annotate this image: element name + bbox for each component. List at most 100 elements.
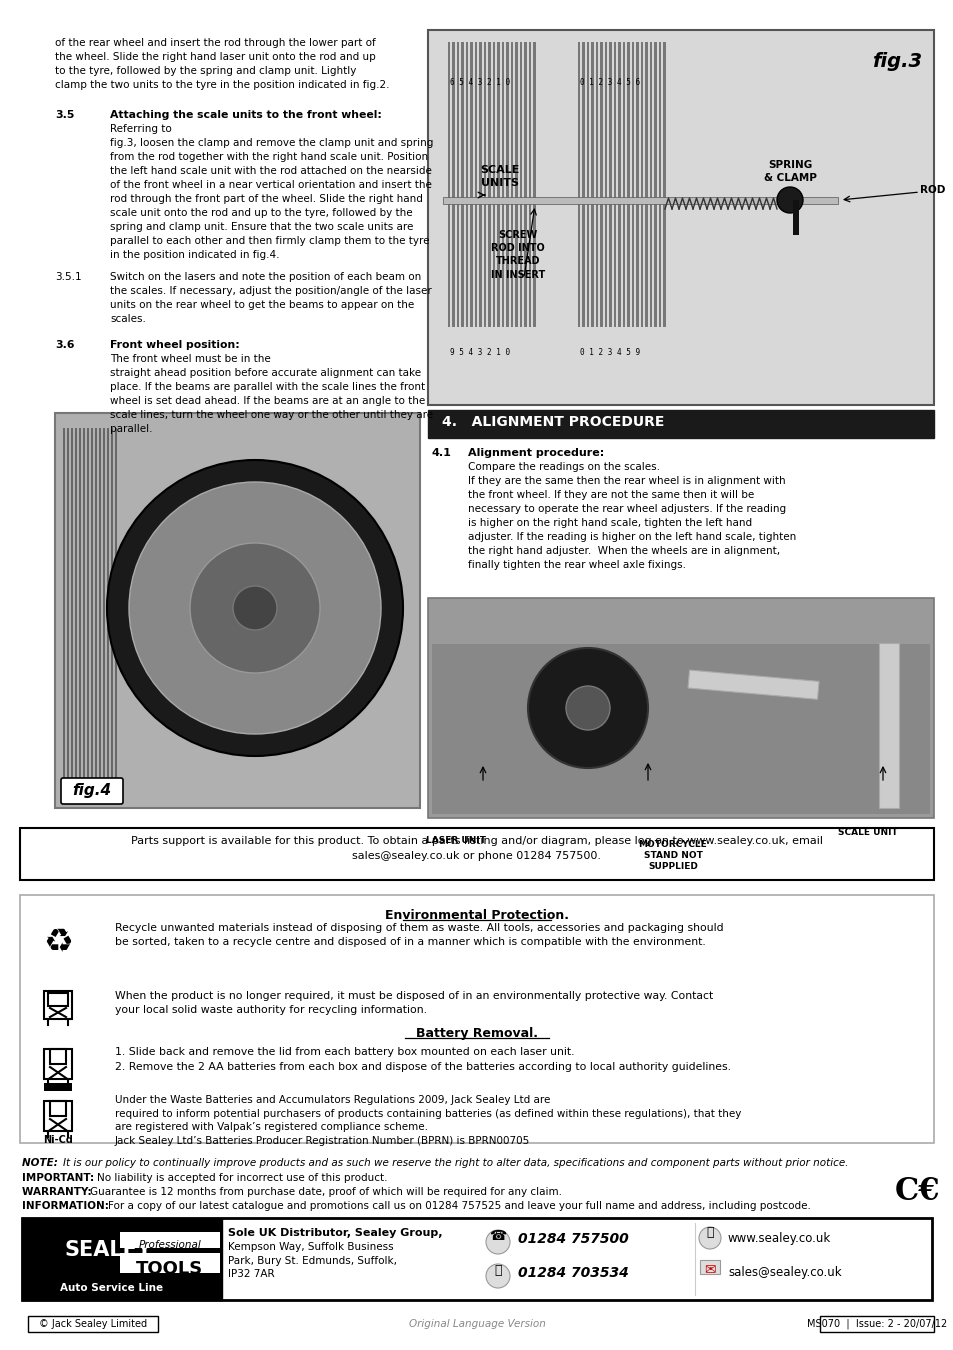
Text: Kempson Way, Suffolk Business
Park, Bury St. Edmunds, Suffolk,
IP32 7AR: Kempson Way, Suffolk Business Park, Bury…: [228, 1242, 396, 1280]
Text: © Jack Sealey Limited: © Jack Sealey Limited: [39, 1319, 147, 1328]
Text: 9 5 4 3 2 1 0: 9 5 4 3 2 1 0: [450, 348, 510, 356]
Bar: [452, 42, 455, 327]
Bar: [103, 428, 105, 792]
Bar: [67, 428, 69, 792]
Bar: [596, 42, 598, 327]
Bar: [792, 200, 799, 235]
Text: SCALE UNIT: SCALE UNIT: [838, 828, 897, 837]
Circle shape: [776, 188, 802, 213]
Text: TOOLS: TOOLS: [136, 1260, 203, 1278]
Bar: [28, 1316, 158, 1332]
Bar: [20, 895, 933, 1143]
Text: 📠: 📠: [494, 1264, 501, 1277]
Bar: [428, 598, 933, 818]
Bar: [533, 42, 536, 327]
Bar: [95, 428, 97, 792]
Text: Recycle unwanted materials instead of disposing of them as waste. All tools, acc: Recycle unwanted materials instead of di…: [115, 923, 723, 946]
Text: 3.5.1: 3.5.1: [55, 271, 82, 282]
Bar: [75, 428, 77, 792]
Text: Professional: Professional: [138, 1241, 201, 1250]
Bar: [662, 42, 665, 327]
Text: fig.3: fig.3: [871, 53, 921, 72]
Bar: [591, 42, 594, 327]
Bar: [456, 42, 459, 327]
Bar: [44, 1049, 71, 1079]
Text: MOTORCYCLE
STAND NOT
SUPPLIED: MOTORCYCLE STAND NOT SUPPLIED: [638, 840, 706, 871]
Text: Guarantee is 12 months from purchase date, proof of which will be required for a: Guarantee is 12 months from purchase dat…: [90, 1187, 561, 1197]
Bar: [493, 42, 495, 327]
Text: Referring to
fig.3, loosen the clamp and remove the clamp unit and spring
from t: Referring to fig.3, loosen the clamp and…: [110, 124, 433, 261]
Text: No liability is accepted for incorrect use of this product.: No liability is accepted for incorrect u…: [97, 1173, 387, 1183]
Bar: [582, 42, 584, 327]
Text: LASER UNIT: LASER UNIT: [426, 836, 485, 845]
Text: ✉: ✉: [703, 1264, 715, 1277]
Text: of the rear wheel and insert the rod through the lower part of
the wheel. Slide : of the rear wheel and insert the rod thr…: [55, 38, 389, 90]
Text: MS070  |  Issue: 2 - 20/07/12: MS070 | Issue: 2 - 20/07/12: [806, 1319, 946, 1330]
Bar: [48, 994, 68, 1006]
Bar: [44, 991, 71, 1019]
Text: For a copy of our latest catalogue and promotions call us on 01284 757525 and le: For a copy of our latest catalogue and p…: [108, 1202, 810, 1211]
Bar: [470, 42, 473, 327]
Text: Sole UK Distributor, Sealey Group,: Sole UK Distributor, Sealey Group,: [228, 1228, 442, 1238]
Text: www.sealey.co.uk: www.sealey.co.uk: [727, 1233, 830, 1245]
Bar: [618, 42, 620, 327]
Bar: [645, 42, 647, 327]
Text: It is our policy to continually improve products and as such we reserve the righ: It is our policy to continually improve …: [63, 1158, 847, 1168]
Text: 3.6: 3.6: [55, 340, 74, 350]
Bar: [878, 643, 898, 809]
Text: ☎: ☎: [489, 1228, 506, 1243]
Text: Environmental Protection.: Environmental Protection.: [385, 909, 568, 922]
Text: 2. Remove the 2 AA batteries from each box and dispose of the batteries accordin: 2. Remove the 2 AA batteries from each b…: [115, 1062, 730, 1072]
Circle shape: [527, 648, 647, 768]
Text: fig.4: fig.4: [72, 783, 112, 798]
Text: Front wheel position:: Front wheel position:: [110, 340, 239, 350]
Text: SCREW
ROD INTO
THREAD
IN INSERT: SCREW ROD INTO THREAD IN INSERT: [491, 230, 544, 279]
Bar: [428, 410, 933, 437]
Bar: [432, 644, 929, 814]
Circle shape: [107, 460, 402, 756]
Text: NOTE:: NOTE:: [22, 1158, 61, 1168]
Bar: [20, 828, 933, 880]
Text: Original Language Version: Original Language Version: [408, 1319, 545, 1328]
Bar: [506, 42, 509, 327]
Bar: [44, 1083, 71, 1091]
Bar: [622, 42, 625, 327]
Bar: [659, 42, 660, 327]
Bar: [599, 42, 602, 327]
Text: Battery Removal.: Battery Removal.: [416, 1027, 537, 1040]
Circle shape: [565, 686, 609, 730]
Bar: [604, 42, 607, 327]
Bar: [428, 30, 933, 405]
Bar: [614, 42, 616, 327]
Circle shape: [485, 1230, 510, 1254]
Bar: [79, 428, 81, 792]
Bar: [99, 428, 101, 792]
Text: The front wheel must be in the
straight ahead position before accurate alignment: The front wheel must be in the straight …: [110, 354, 433, 433]
Bar: [55, 413, 419, 809]
Text: When the product is no longer required, it must be disposed of in an environment: When the product is no longer required, …: [115, 991, 713, 1015]
Bar: [120, 1253, 220, 1273]
Bar: [515, 42, 517, 327]
Text: Attaching the scale units to the front wheel:: Attaching the scale units to the front w…: [110, 109, 381, 120]
Bar: [475, 42, 477, 327]
Bar: [63, 428, 65, 792]
Text: ♻: ♻: [43, 926, 72, 960]
Bar: [654, 42, 657, 327]
Bar: [483, 42, 486, 327]
Bar: [115, 428, 117, 792]
Bar: [71, 428, 73, 792]
Circle shape: [190, 543, 319, 674]
Bar: [636, 42, 639, 327]
Text: 0 1 2 3 4 5 6: 0 1 2 3 4 5 6: [579, 78, 639, 86]
Text: sales@sealey.co.uk: sales@sealey.co.uk: [727, 1266, 841, 1278]
Bar: [529, 42, 531, 327]
Bar: [87, 428, 89, 792]
Text: Switch on the lasers and note the position of each beam on
the scales. If necess: Switch on the lasers and note the positi…: [110, 271, 432, 324]
Bar: [511, 42, 513, 327]
Bar: [50, 1049, 66, 1064]
Text: 01284 703534: 01284 703534: [517, 1266, 628, 1280]
Text: SCALE
UNITS: SCALE UNITS: [479, 165, 519, 188]
Bar: [479, 42, 481, 327]
Bar: [22, 1218, 222, 1300]
Bar: [631, 42, 634, 327]
